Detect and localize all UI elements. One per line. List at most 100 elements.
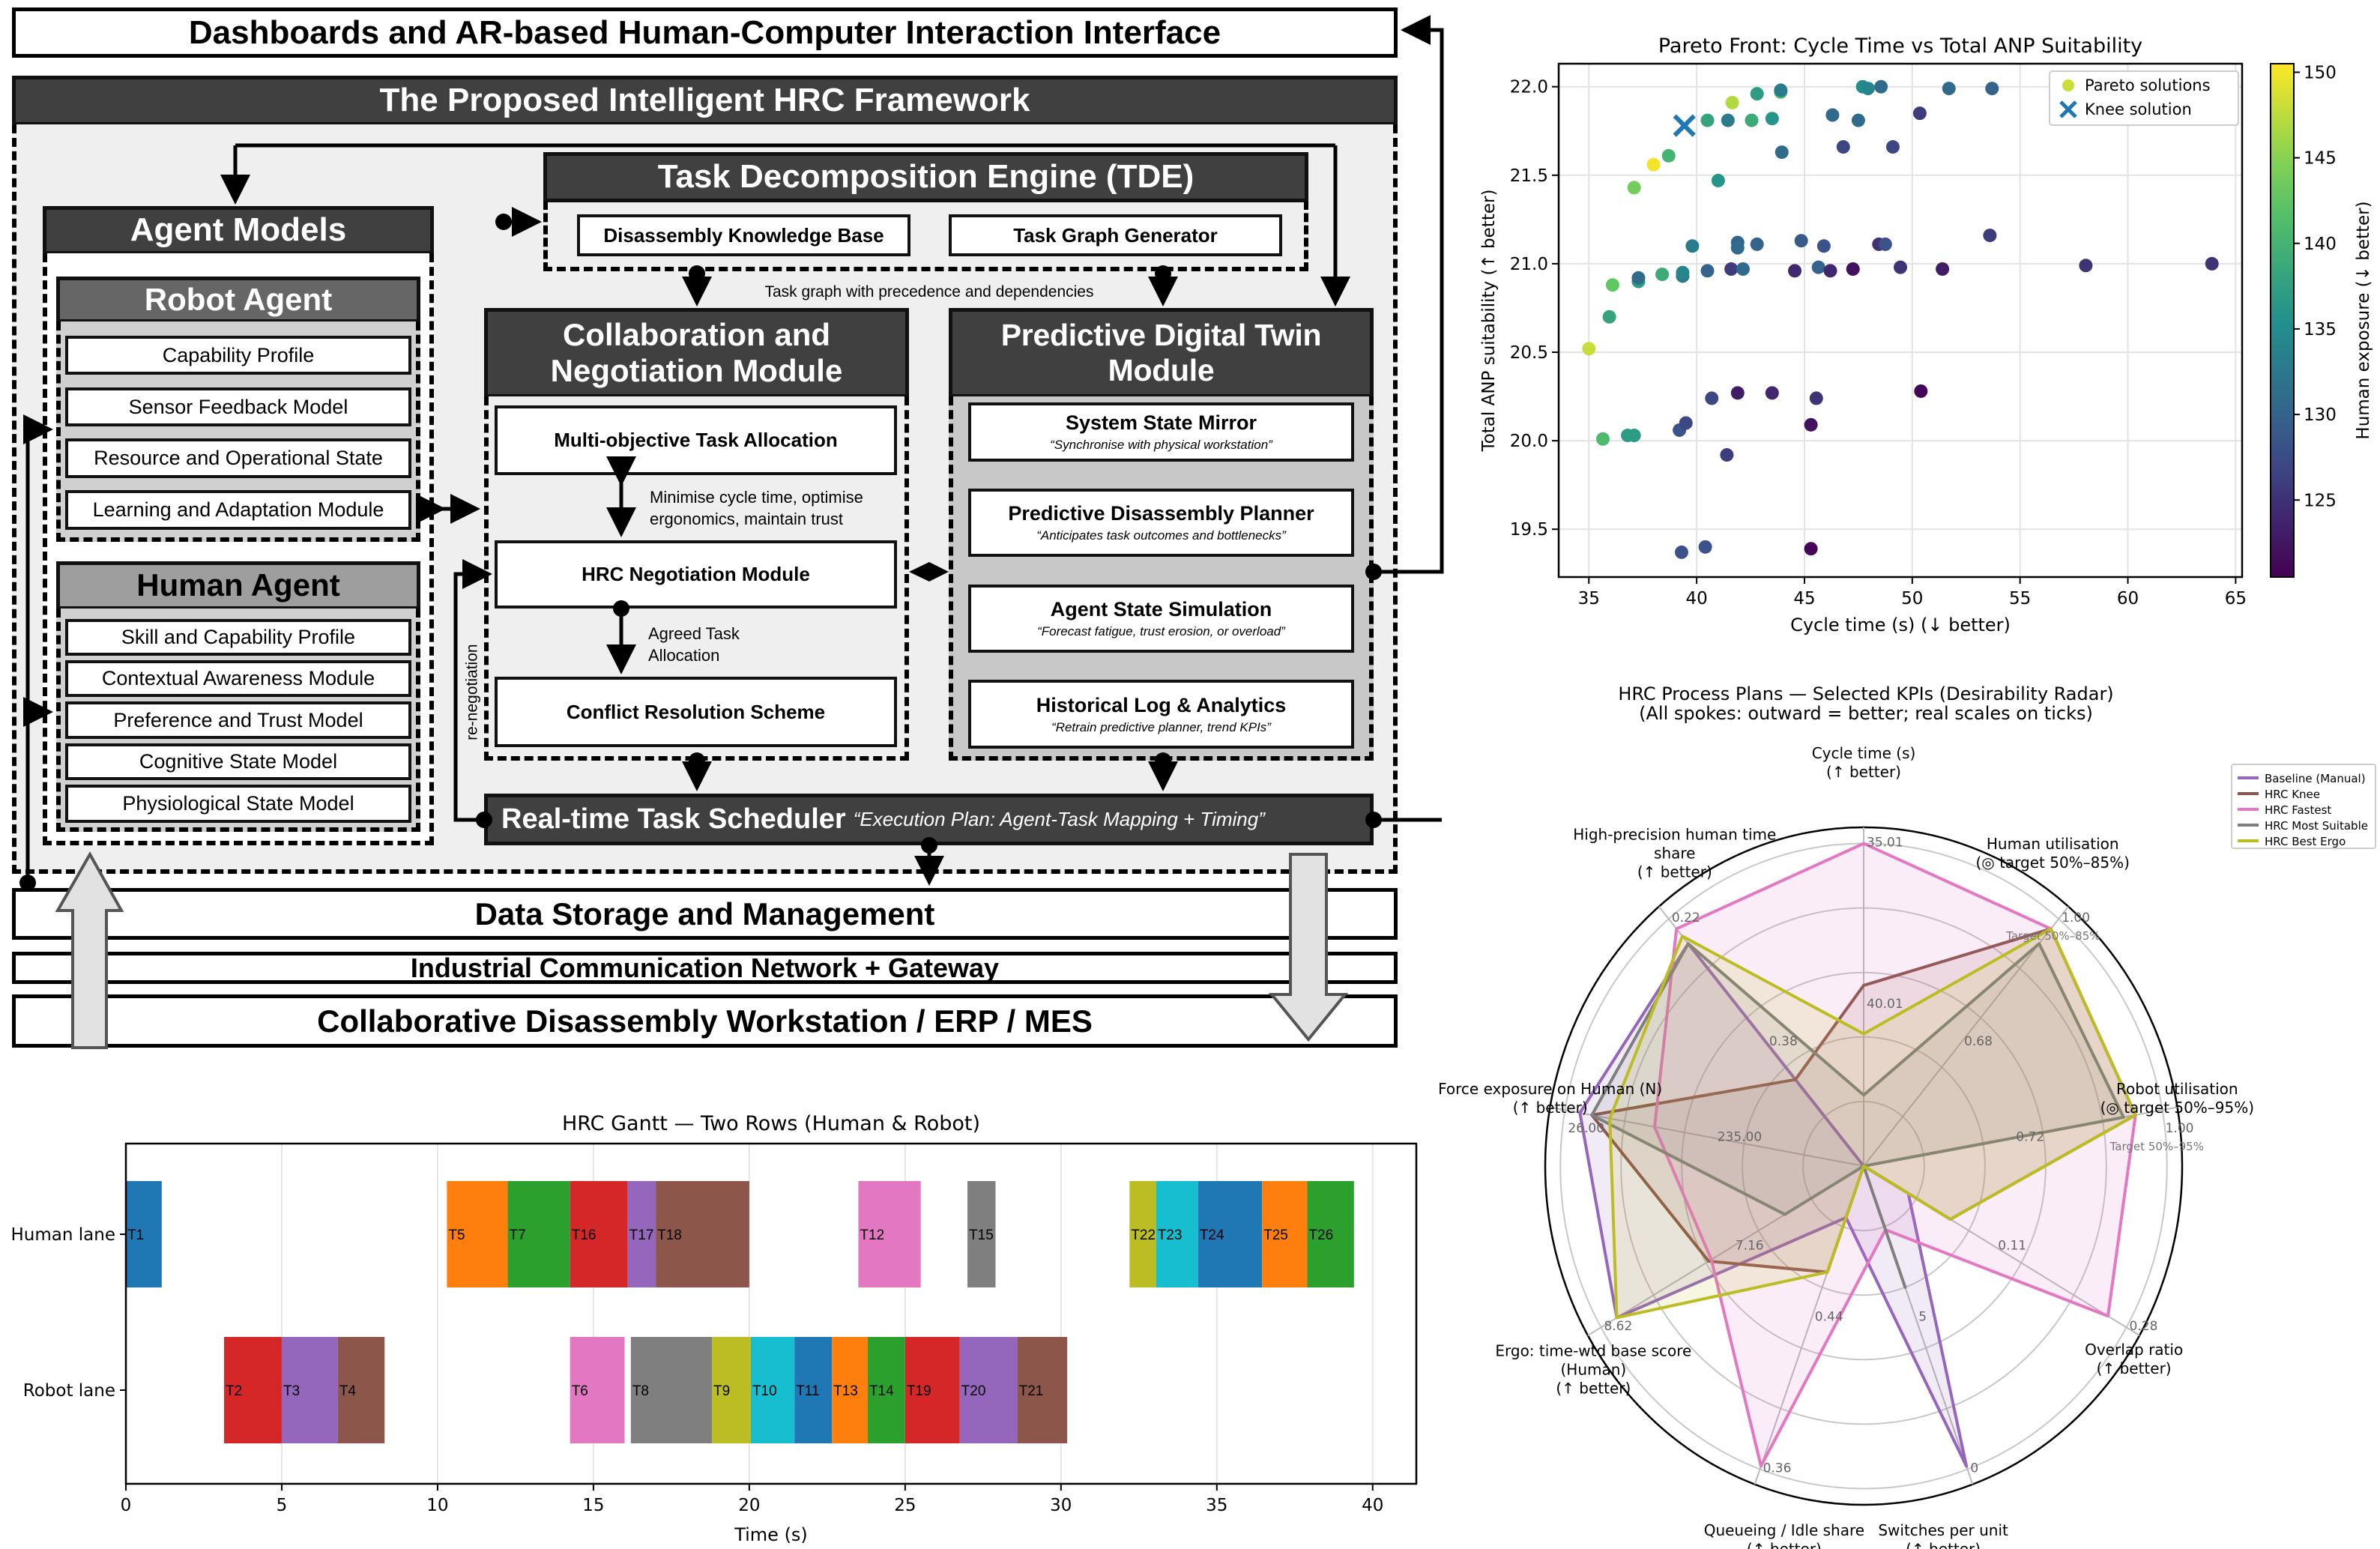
gantt-bar-label: T26 [1308,1228,1333,1243]
connector-dot [476,812,492,828]
pareto-point [1627,429,1641,443]
tick-label-x: 5 [277,1496,288,1515]
pdt-item-title: System State Mirror [1065,411,1257,434]
gantt-bar-label: T14 [869,1383,894,1399]
legend-label: HRC Knee [2265,788,2320,801]
connector-dot [613,600,629,617]
gantt-bar-label: T6 [572,1383,588,1399]
pareto-point [1885,140,1900,154]
gantt-bar-label: T8 [632,1383,649,1399]
radar-axis-label: (↑ better) [1556,1379,1631,1397]
tick-label-x: 30 [1050,1496,1072,1515]
pareto-point [1711,173,1725,187]
radar-legend [2231,764,2376,849]
pareto-point [1816,239,1831,253]
gantt-bar-t3 [281,1337,338,1443]
pareto-point [1788,264,1802,278]
gantt-bar-t8 [630,1337,712,1443]
diagram-connectors [19,15,1444,1049]
pareto-point [1914,384,1928,398]
pareto-point [1836,140,1850,154]
gantt-bar-label: T12 [860,1228,884,1243]
collab-title-line2: Negotiation Module [550,353,843,388]
diamond-connector [909,562,949,582]
framework-title: The Proposed Intelligent HRC Framework [12,76,1398,126]
connector-dot [19,875,36,891]
tick-label-y: 21.5 [1510,166,1548,186]
radar-tick-outer: 35.01 [1867,836,1903,851]
collab-title-line1: Collaboration and [563,316,830,352]
pdt-item-quote: “Anticipates task outcomes and bottlenec… [1036,528,1286,543]
gantt-bar-t11 [794,1337,833,1443]
radar-axis-label: Robot utilisation [2116,1080,2238,1098]
radar-axis-label: Ergo: time-wtd base score [1495,1341,1691,1359]
objective-note: Minimise cycle time, optimise ergonomics… [650,487,863,530]
radar-axis-label: Overlap ratio [2085,1341,2183,1359]
agreed-note-line1: Agreed Task [648,624,740,643]
colorbar-tick-label: 150 [2304,63,2337,82]
radar-tick-outer: 8.62 [1604,1319,1632,1334]
pareto-point [1765,112,1779,126]
gantt-bar-label: T23 [1158,1228,1183,1243]
radar-tick-outer: 0.28 [2130,1319,2158,1334]
scatter-ylabel: Total ANP suitability (↑ better) [1479,190,1499,453]
pareto-point [1724,262,1739,276]
radar-tick-outer: 0 [1970,1461,1978,1476]
gantt-bar-t16 [570,1181,628,1287]
radar-series-baseline-manual- [1578,942,1969,1468]
gantt-bar-t12 [858,1181,921,1287]
workstation-bar: Collaborative Disassembly Workstation / … [12,994,1398,1048]
historical-log-analytics: Historical Log & Analytics “Retrain predi… [968,680,1354,749]
radar-axis-label: Human utilisation [1987,835,2119,853]
human-item-contextual-awareness: Contextual Awareness Module [65,660,411,697]
legend-pareto-marker [2062,79,2074,91]
gantt-bar-label: T9 [713,1383,730,1399]
tick-label-x: 55 [2009,589,2031,609]
gantt-bar-t15 [967,1181,996,1287]
radar-subtitle: (All spokes: outward = better; real scal… [1639,703,2093,724]
scatter-xlabel: Cycle time (s) (↓ better) [1790,615,2011,635]
robot-item-sensor-feedback: Sensor Feedback Model [65,387,411,426]
radar-tick-inner: 235.00 [1718,1130,1762,1145]
pdt-item-quote: “Retrain predictive planner, trend KPIs” [1051,719,1271,734]
gantt-bar-t10 [750,1337,795,1443]
colorbar [2270,63,2295,578]
pareto-point [1605,278,1619,292]
gantt-bar-t22 [1129,1181,1156,1287]
radar-tick-inner: 0.38 [1769,1034,1798,1049]
gantt-bar-t19 [904,1337,960,1443]
tick-label-x: 35 [1578,589,1600,609]
colorbar-tick-label: 140 [2304,235,2337,254]
gantt-bar-t6 [570,1337,625,1443]
pareto-point [1721,113,1735,127]
legend-label: Baseline (Manual) [2265,772,2366,785]
tick-label-y: 20.5 [1510,343,1548,363]
gantt-xlabel: Time (s) [734,1524,808,1545]
radar-series-hrc-best-ergo [1608,927,2137,1320]
gantt-chart: HRC Gantt — Two Rows (Human & Robot) 0 5 10… [11,1112,1418,1545]
gantt-bar-label: T22 [1131,1228,1156,1243]
collab-module-title: Collaboration and Negotiation Module [484,308,909,398]
agreed-allocation-note: Agreed Task Allocation [648,623,740,666]
gantt-bar-label: T11 [796,1383,819,1399]
scatter-title: Pareto Front: Cycle Time vs Total ANP Su… [1658,34,2142,58]
pdt-item-title: Historical Log & Analytics [1036,693,1287,716]
pareto-point [1685,239,1700,253]
radar-tick-inner: 0.68 [1964,1034,1993,1049]
tick-label-x: 20 [738,1496,760,1515]
tick-label-x: 60 [2117,589,2139,609]
human-item-physiological-state: Physiological State Model [65,785,411,823]
robot-item-resource-state: Resource and Operational State [65,438,411,478]
radar-axis-label: (↑ better) [1826,763,1901,781]
pareto-point [1631,271,1646,285]
legend-knee-marker [2059,100,2077,118]
down-arrow-storage-to-workstation [1268,853,1349,1042]
radar-tick-outer: 1.00 [2166,1121,2194,1136]
kpi-radar-chart: HRC Process Plans — Selected KPIs (Desir… [1438,683,2376,1549]
tick-label-x: 45 [1793,589,1815,609]
gantt-bar-t2 [224,1337,282,1443]
gantt-bar-t4 [337,1337,385,1443]
radar-tick-outer: 0.36 [1763,1461,1792,1476]
radar-axis-label: (◎ target 50%–85%) [1975,854,2130,872]
gantt-bar-t14 [867,1337,905,1443]
